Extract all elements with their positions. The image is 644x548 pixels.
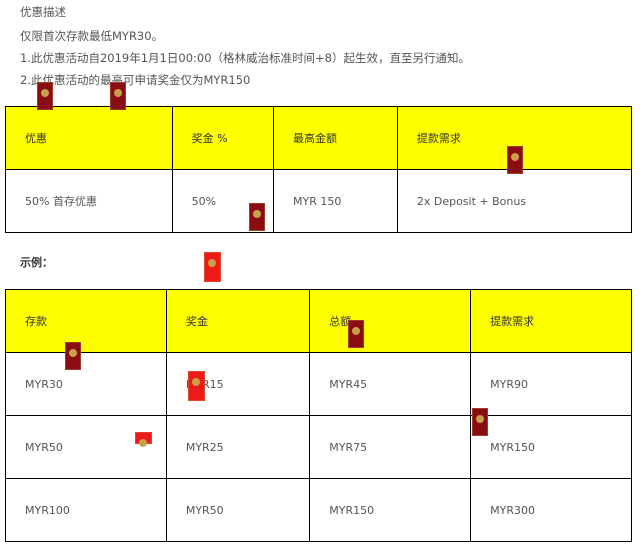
red-envelope-icon[interactable] [37, 82, 53, 110]
description-line: 仅限首次存款最低MYR30。 [20, 29, 164, 43]
red-envelope-icon[interactable] [110, 82, 126, 110]
table-row: MYR100 MYR50 MYR150 MYR300 [5, 478, 632, 542]
red-envelope-icon[interactable] [472, 408, 488, 436]
promo-description-title: 优惠描述 [20, 5, 66, 19]
red-envelope-icon[interactable] [348, 320, 364, 348]
cell: MYR150 [309, 478, 472, 542]
header-cell: 奖金 [165, 289, 311, 353]
table-row: 50% 首存优惠 50% MYR 150 2x Deposit + Bonus [5, 169, 633, 233]
table-row: MYR50 MYR25 MYR75 MYR150 [5, 415, 632, 479]
red-envelope-icon[interactable] [507, 146, 523, 174]
cell: MYR90 [470, 352, 632, 416]
cell: MYR50 [165, 478, 311, 542]
red-envelope-icon[interactable] [188, 371, 205, 401]
example-table: 存款 奖金 总额 提款需求 MYR30 MYR15 MYR45 MYR90 MY… [5, 289, 632, 542]
header-cell: 奖金 % [171, 106, 274, 170]
red-envelope-icon[interactable] [135, 432, 152, 447]
description-line: 2.此优惠活动的最高可申请奖金仅为MYR150 [20, 73, 251, 87]
cell: MYR300 [470, 478, 632, 542]
header-cell: 总额 [309, 289, 472, 353]
header-cell: 提款需求 [470, 289, 632, 353]
cell: MYR25 [165, 415, 311, 479]
description-line: 1.此优惠活动自2019年1月1日00:00（格林威治标准时间+8）起生效，直至… [20, 51, 470, 65]
table-header-row: 优惠 奖金 % 最高金额 提款需求 [5, 106, 633, 170]
header-cell: 存款 [5, 289, 167, 353]
cell: 2x Deposit + Bonus [396, 169, 633, 233]
cell: MYR150 [470, 415, 632, 479]
header-cell: 优惠 [5, 106, 173, 170]
red-envelope-icon[interactable] [249, 203, 265, 231]
header-cell: 最高金额 [272, 106, 398, 170]
cell: MYR75 [309, 415, 472, 479]
cell: 50% 首存优惠 [5, 169, 173, 233]
cell: MYR30 [5, 352, 167, 416]
cell: MYR50 [5, 415, 167, 479]
red-envelope-icon[interactable] [65, 342, 81, 370]
cell: MYR100 [5, 478, 167, 542]
cell: MYR45 [309, 352, 472, 416]
example-label: 示例： [20, 256, 53, 269]
promo-table: 优惠 奖金 % 最高金额 提款需求 50% 首存优惠 50% MYR 150 2… [5, 106, 633, 233]
red-envelope-icon[interactable] [204, 252, 221, 282]
table-row: MYR30 MYR15 MYR45 MYR90 [5, 352, 632, 416]
table-header-row: 存款 奖金 总额 提款需求 [5, 289, 632, 353]
cell: MYR 150 [272, 169, 398, 233]
